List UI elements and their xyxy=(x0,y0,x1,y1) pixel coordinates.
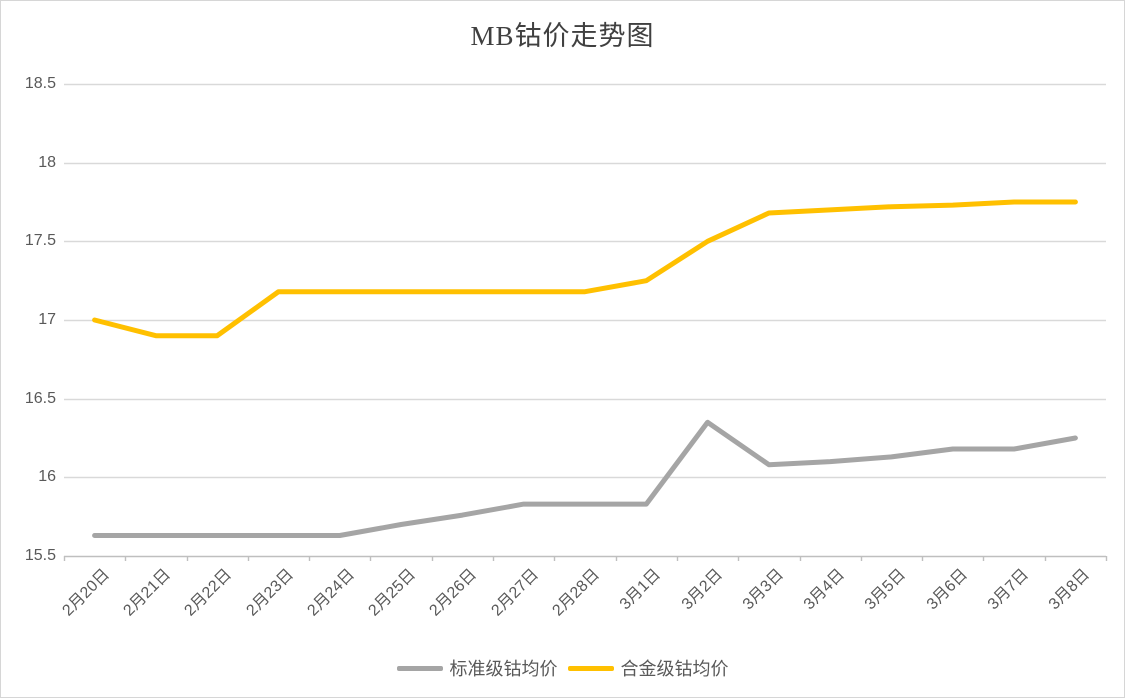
y-tick-label: 18 xyxy=(38,153,56,171)
y-tick-label: 15.5 xyxy=(24,547,56,564)
legend-label-alloy: 合金级钴均价 xyxy=(620,659,729,679)
legend-line-swatch-alloy xyxy=(567,665,614,671)
legend: 标准级钴均价 合金级钴均价 xyxy=(1,655,1124,681)
y-tick-label: 18.5 xyxy=(24,75,56,92)
y-tick-label: 16 xyxy=(38,468,56,486)
legend-item-alloy-cobalt[interactable]: 合金级钴均价 xyxy=(567,655,729,681)
legend-line-swatch-standard xyxy=(396,665,443,671)
series-line-1 xyxy=(92,199,1078,339)
series-line-0 xyxy=(92,419,1078,538)
y-tick-label: 16.5 xyxy=(24,389,56,407)
chart-title: MB钴价走势图 xyxy=(470,21,655,51)
y-tick-label: 17 xyxy=(38,311,56,328)
legend-label-standard: 标准级钴均价 xyxy=(449,659,558,679)
legend-item-standard-cobalt[interactable]: 标准级钴均价 xyxy=(396,655,558,681)
y-tick-label: 17.5 xyxy=(24,232,56,250)
